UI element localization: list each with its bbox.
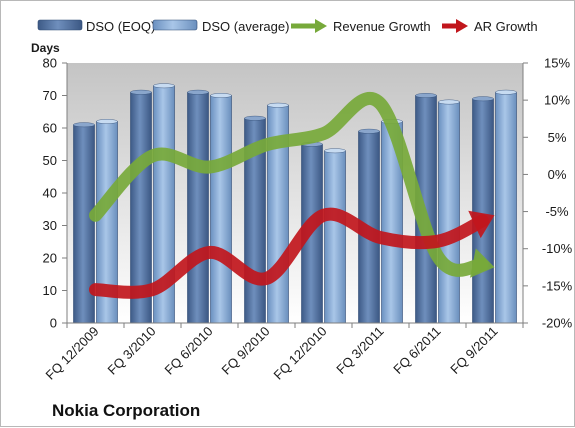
- y2-tick-label: -15%: [542, 278, 573, 293]
- y-tick-label: 70: [43, 88, 57, 103]
- y2-tick-label: 5%: [548, 130, 567, 145]
- y2-tick-label: -5%: [545, 204, 569, 219]
- bar-cap-dso-eoq-fq-6-2010: [187, 89, 209, 95]
- y2-tick-label: 10%: [544, 93, 570, 108]
- x-tick-label: FQ 12/2010: [270, 324, 329, 383]
- bar-cap-dso-average-fq-9-2011: [495, 89, 517, 95]
- bar-dso-average-fq-6-2010: [210, 95, 232, 324]
- y-tick-label: 20: [43, 251, 57, 266]
- bar-cap-dso-eoq-fq-3-2011: [358, 128, 380, 134]
- x-tick-label: FQ 9/2010: [219, 324, 273, 378]
- bar-dso-eoq-fq-6-2010: [187, 91, 209, 324]
- bar-cap-dso-eoq-fq-3-2010: [130, 89, 152, 95]
- bar-cap-dso-eoq-fq-9-2011: [472, 96, 494, 102]
- legend-item-dso-eoq: DSO (EOQ): [37, 19, 155, 34]
- bar-cap-dso-average-fq-12-2010: [324, 148, 346, 154]
- legend-item-dso-average: DSO (average): [152, 19, 289, 34]
- legend-item-revenue-growth: Revenue Growth: [291, 19, 431, 34]
- arrowhead-revenue-growth: [470, 248, 495, 278]
- legend-item-ar-growth: AR Growth: [442, 19, 538, 34]
- legend-arrow-ar-growth: [456, 19, 468, 33]
- bar-dso-average-fq-9-2011: [495, 91, 517, 324]
- legend-label-dso-average: DSO (average): [202, 19, 289, 34]
- line-ar-growth: [89, 207, 489, 299]
- bar-cap-dso-average-fq-6-2011: [438, 99, 460, 105]
- x-tick-label: FQ 6/2011: [390, 324, 443, 377]
- bar-cap-dso-eoq-fq-12-2009: [73, 122, 95, 128]
- bar-cap-dso-average-fq-6-2010: [210, 93, 232, 98]
- y-axis-title: Days: [31, 41, 60, 55]
- bar-dso-average-fq-6-2011: [438, 101, 460, 324]
- x-tick-label: FQ 3/2010: [105, 324, 159, 378]
- y2-tick-label: -10%: [542, 241, 573, 256]
- bar-cap-dso-eoq-fq-6-2011: [415, 93, 437, 98]
- x-tick-label: FQ 12/2009: [42, 324, 101, 383]
- y-tick-label: 80: [43, 56, 57, 71]
- y-tick-label: 0: [50, 316, 57, 331]
- y2-tick-label: -20%: [542, 316, 573, 331]
- bar-cap-dso-eoq-fq-9-2010: [244, 115, 266, 121]
- bar-cap-dso-average-fq-3-2010: [153, 83, 175, 89]
- legend-label-dso-eoq: DSO (EOQ): [86, 19, 155, 34]
- legend-swatch-dso-eoq: [37, 19, 83, 31]
- x-tick-label: FQ 9/2011: [447, 324, 500, 377]
- y2-tick-label: 0%: [548, 167, 567, 182]
- y-tick-label: 30: [43, 218, 57, 233]
- legend-label-revenue-growth: Revenue Growth: [333, 19, 431, 34]
- y2-tick-label: 15%: [544, 56, 570, 71]
- legend-label-ar-growth: AR Growth: [474, 19, 538, 34]
- y-tick-label: 60: [43, 121, 57, 136]
- bar-dso-average-fq-12-2010: [324, 150, 346, 324]
- bar-cap-dso-average-fq-12-2009: [96, 119, 118, 124]
- arrowhead-ar-growth: [468, 210, 495, 239]
- chart-title: Nokia Corporation: [52, 401, 200, 420]
- x-tick-label: FQ 6/2010: [162, 324, 216, 378]
- y-tick-label: 50: [43, 153, 57, 168]
- bar-dso-eoq-fq-9-2011: [472, 98, 494, 324]
- legend-arrow-revenue-growth: [315, 19, 327, 33]
- legend-swatch-dso-average: [152, 19, 198, 31]
- y-tick-label: 40: [43, 186, 57, 201]
- x-tick-label: FQ 3/2011: [333, 324, 386, 377]
- bar-cap-dso-average-fq-9-2010: [267, 102, 289, 108]
- y-tick-label: 10: [43, 283, 57, 298]
